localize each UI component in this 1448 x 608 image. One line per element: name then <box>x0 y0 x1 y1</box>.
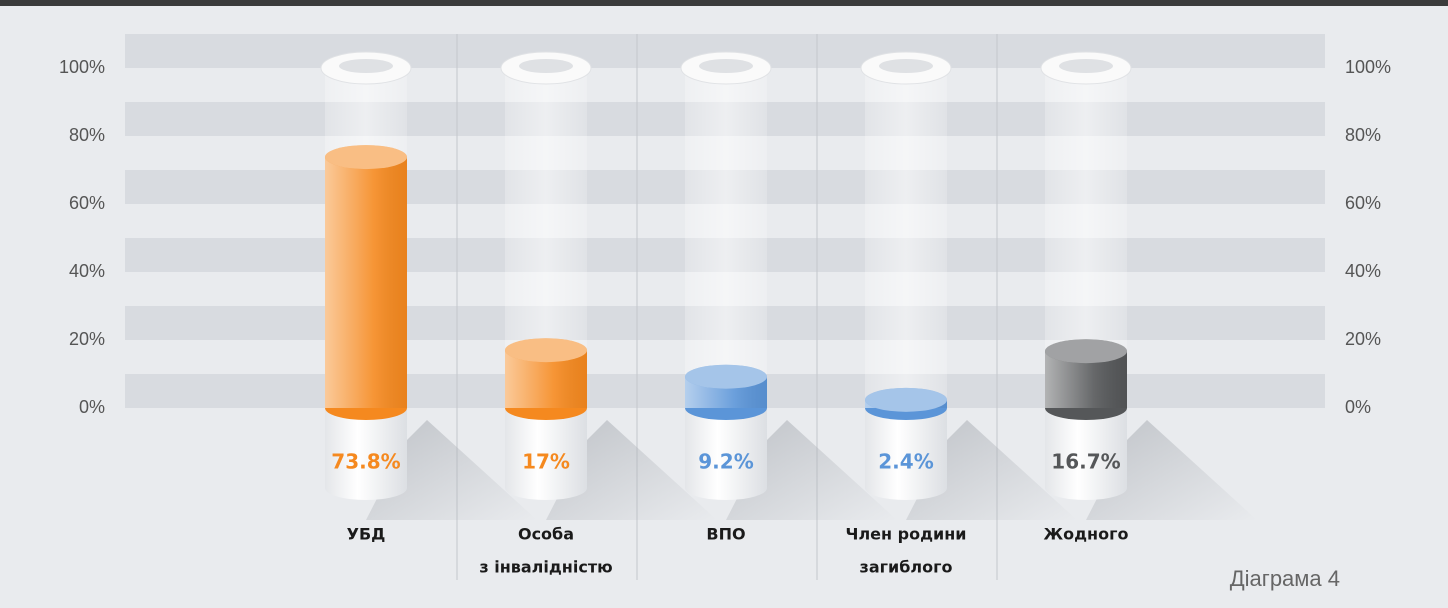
base <box>685 408 767 488</box>
tube-ring-hole <box>699 59 753 73</box>
y-tick-label-right: 60% <box>1345 193 1381 213</box>
shadow <box>906 420 1077 520</box>
x-tick-label: Особа <box>518 525 574 544</box>
base <box>865 408 947 488</box>
y-tick-label-right: 80% <box>1345 125 1381 145</box>
base-bottom <box>1045 476 1127 500</box>
x-tick-label: УБД <box>347 525 386 544</box>
tube-ring-hole <box>339 59 393 73</box>
tube-ring-hole <box>879 59 933 73</box>
x-tick-label: Жодного <box>1044 525 1129 544</box>
top-bar <box>0 0 1448 6</box>
base <box>325 408 407 488</box>
shadow <box>546 420 717 520</box>
bar-shine <box>325 157 407 408</box>
value-label: 17% <box>522 450 570 474</box>
y-tick-label: 80% <box>69 125 105 145</box>
tube-ring-hole <box>1059 59 1113 73</box>
base-bottom <box>685 476 767 500</box>
value-label: 16.7% <box>1051 450 1120 474</box>
x-tick-label: ВПО <box>706 525 745 544</box>
y-tick-label: 40% <box>69 261 105 281</box>
shadow <box>726 420 897 520</box>
y-tick-label: 20% <box>69 329 105 349</box>
base <box>1045 408 1127 488</box>
x-tick-label: загиблого <box>860 558 953 577</box>
x-tick-label: Член родини <box>846 525 967 544</box>
y-tick-label-right: 40% <box>1345 261 1381 281</box>
value-label: 2.4% <box>878 450 933 474</box>
y-tick-label: 100% <box>59 57 105 77</box>
bar-top <box>1045 339 1127 364</box>
bar-top-shine <box>325 145 407 170</box>
bar-top <box>865 387 947 412</box>
tube <box>685 68 767 408</box>
base-bottom <box>865 476 947 500</box>
bar-top-shine <box>865 387 947 412</box>
bar-top <box>325 145 407 170</box>
base-bottom <box>505 476 587 500</box>
y-tick-label: 60% <box>69 193 105 213</box>
base-bottom <box>325 476 407 500</box>
y-tick-label: 0% <box>79 397 105 417</box>
value-label: 73.8% <box>331 450 400 474</box>
value-label: 9.2% <box>698 450 753 474</box>
bar-top-shine <box>505 338 587 363</box>
tube <box>865 68 947 408</box>
y-tick-label-right: 20% <box>1345 329 1381 349</box>
caption: Діаграма 4 <box>1230 566 1340 591</box>
bar-top <box>505 338 587 363</box>
bar-top-shine <box>685 364 767 389</box>
base <box>505 408 587 488</box>
shadow <box>366 420 537 520</box>
y-tick-label-right: 100% <box>1345 57 1391 77</box>
x-tick-label: з інвалідністю <box>479 558 612 577</box>
bar-top-shine <box>1045 339 1127 364</box>
bar-top <box>685 364 767 389</box>
shadow <box>1086 420 1257 520</box>
y-tick-label-right: 0% <box>1345 397 1371 417</box>
tube-ring-hole <box>519 59 573 73</box>
